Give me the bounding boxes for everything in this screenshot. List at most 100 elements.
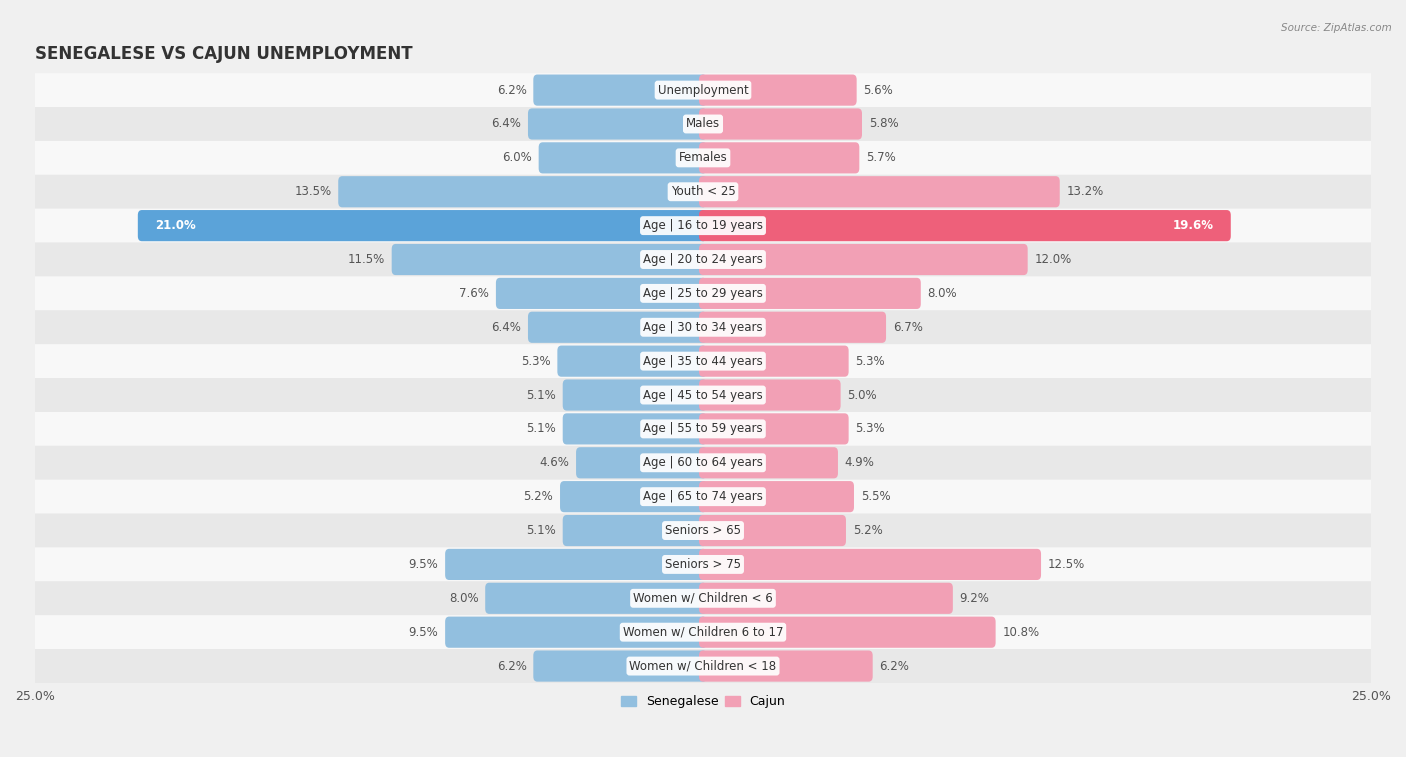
Text: 5.3%: 5.3% <box>855 422 884 435</box>
FancyBboxPatch shape <box>562 379 707 410</box>
FancyBboxPatch shape <box>35 513 1371 547</box>
Text: 6.2%: 6.2% <box>496 659 527 672</box>
FancyBboxPatch shape <box>35 107 1371 141</box>
Text: 5.3%: 5.3% <box>855 354 884 368</box>
Text: 13.5%: 13.5% <box>294 185 332 198</box>
FancyBboxPatch shape <box>446 549 707 580</box>
FancyBboxPatch shape <box>699 515 846 546</box>
Text: 5.2%: 5.2% <box>523 491 554 503</box>
FancyBboxPatch shape <box>557 345 707 377</box>
FancyBboxPatch shape <box>35 344 1371 378</box>
FancyBboxPatch shape <box>35 581 1371 615</box>
FancyBboxPatch shape <box>538 142 707 173</box>
FancyBboxPatch shape <box>699 108 862 139</box>
FancyBboxPatch shape <box>562 515 707 546</box>
Text: Age | 65 to 74 years: Age | 65 to 74 years <box>643 491 763 503</box>
FancyBboxPatch shape <box>35 615 1371 649</box>
Text: Seniors > 65: Seniors > 65 <box>665 524 741 537</box>
Text: 5.6%: 5.6% <box>863 83 893 97</box>
FancyBboxPatch shape <box>699 142 859 173</box>
Legend: Senegalese, Cajun: Senegalese, Cajun <box>616 690 790 713</box>
Text: 5.1%: 5.1% <box>526 524 555 537</box>
Text: Age | 16 to 19 years: Age | 16 to 19 years <box>643 219 763 232</box>
FancyBboxPatch shape <box>699 413 849 444</box>
FancyBboxPatch shape <box>699 176 1060 207</box>
Text: Women w/ Children 6 to 17: Women w/ Children 6 to 17 <box>623 626 783 639</box>
Text: 21.0%: 21.0% <box>155 219 195 232</box>
FancyBboxPatch shape <box>562 413 707 444</box>
Text: 4.9%: 4.9% <box>845 456 875 469</box>
Text: SENEGALESE VS CAJUN UNEMPLOYMENT: SENEGALESE VS CAJUN UNEMPLOYMENT <box>35 45 412 64</box>
FancyBboxPatch shape <box>699 481 853 512</box>
FancyBboxPatch shape <box>699 210 1230 241</box>
FancyBboxPatch shape <box>35 547 1371 581</box>
FancyBboxPatch shape <box>533 74 707 106</box>
FancyBboxPatch shape <box>35 378 1371 412</box>
Text: 5.7%: 5.7% <box>866 151 896 164</box>
Text: Women w/ Children < 6: Women w/ Children < 6 <box>633 592 773 605</box>
FancyBboxPatch shape <box>35 412 1371 446</box>
FancyBboxPatch shape <box>576 447 707 478</box>
Text: 9.2%: 9.2% <box>959 592 990 605</box>
Text: 5.1%: 5.1% <box>526 422 555 435</box>
Text: 6.0%: 6.0% <box>502 151 531 164</box>
Text: Unemployment: Unemployment <box>658 83 748 97</box>
Text: 12.0%: 12.0% <box>1035 253 1071 266</box>
Text: Source: ZipAtlas.com: Source: ZipAtlas.com <box>1281 23 1392 33</box>
FancyBboxPatch shape <box>35 209 1371 242</box>
FancyBboxPatch shape <box>35 310 1371 344</box>
FancyBboxPatch shape <box>699 549 1040 580</box>
FancyBboxPatch shape <box>699 447 838 478</box>
Text: 10.8%: 10.8% <box>1002 626 1039 639</box>
Text: 9.5%: 9.5% <box>409 626 439 639</box>
Text: 5.2%: 5.2% <box>852 524 883 537</box>
Text: 6.4%: 6.4% <box>492 117 522 130</box>
FancyBboxPatch shape <box>35 242 1371 276</box>
Text: 4.6%: 4.6% <box>540 456 569 469</box>
FancyBboxPatch shape <box>485 583 707 614</box>
FancyBboxPatch shape <box>35 141 1371 175</box>
Text: 5.0%: 5.0% <box>848 388 877 401</box>
FancyBboxPatch shape <box>496 278 707 309</box>
Text: Age | 20 to 24 years: Age | 20 to 24 years <box>643 253 763 266</box>
FancyBboxPatch shape <box>392 244 707 275</box>
Text: 5.8%: 5.8% <box>869 117 898 130</box>
Text: 6.2%: 6.2% <box>496 83 527 97</box>
FancyBboxPatch shape <box>699 345 849 377</box>
Text: 6.4%: 6.4% <box>492 321 522 334</box>
FancyBboxPatch shape <box>35 446 1371 480</box>
Text: Seniors > 75: Seniors > 75 <box>665 558 741 571</box>
FancyBboxPatch shape <box>35 480 1371 513</box>
FancyBboxPatch shape <box>35 73 1371 107</box>
FancyBboxPatch shape <box>560 481 707 512</box>
FancyBboxPatch shape <box>699 74 856 106</box>
Text: 6.2%: 6.2% <box>879 659 910 672</box>
Text: Women w/ Children < 18: Women w/ Children < 18 <box>630 659 776 672</box>
Text: Females: Females <box>679 151 727 164</box>
Text: 11.5%: 11.5% <box>347 253 385 266</box>
Text: Age | 45 to 54 years: Age | 45 to 54 years <box>643 388 763 401</box>
Text: 5.3%: 5.3% <box>522 354 551 368</box>
Text: 7.6%: 7.6% <box>460 287 489 300</box>
Text: 5.5%: 5.5% <box>860 491 890 503</box>
Text: 13.2%: 13.2% <box>1066 185 1104 198</box>
Text: 5.1%: 5.1% <box>526 388 555 401</box>
Text: Age | 30 to 34 years: Age | 30 to 34 years <box>643 321 763 334</box>
Text: Age | 60 to 64 years: Age | 60 to 64 years <box>643 456 763 469</box>
Text: Age | 55 to 59 years: Age | 55 to 59 years <box>643 422 763 435</box>
Text: 8.0%: 8.0% <box>449 592 478 605</box>
FancyBboxPatch shape <box>533 650 707 681</box>
FancyBboxPatch shape <box>446 617 707 648</box>
Text: 12.5%: 12.5% <box>1047 558 1085 571</box>
Text: 6.7%: 6.7% <box>893 321 922 334</box>
FancyBboxPatch shape <box>699 312 886 343</box>
FancyBboxPatch shape <box>529 312 707 343</box>
FancyBboxPatch shape <box>699 379 841 410</box>
FancyBboxPatch shape <box>699 244 1028 275</box>
Text: 9.5%: 9.5% <box>409 558 439 571</box>
Text: Age | 35 to 44 years: Age | 35 to 44 years <box>643 354 763 368</box>
FancyBboxPatch shape <box>339 176 707 207</box>
FancyBboxPatch shape <box>529 108 707 139</box>
FancyBboxPatch shape <box>35 649 1371 683</box>
Text: 19.6%: 19.6% <box>1173 219 1213 232</box>
